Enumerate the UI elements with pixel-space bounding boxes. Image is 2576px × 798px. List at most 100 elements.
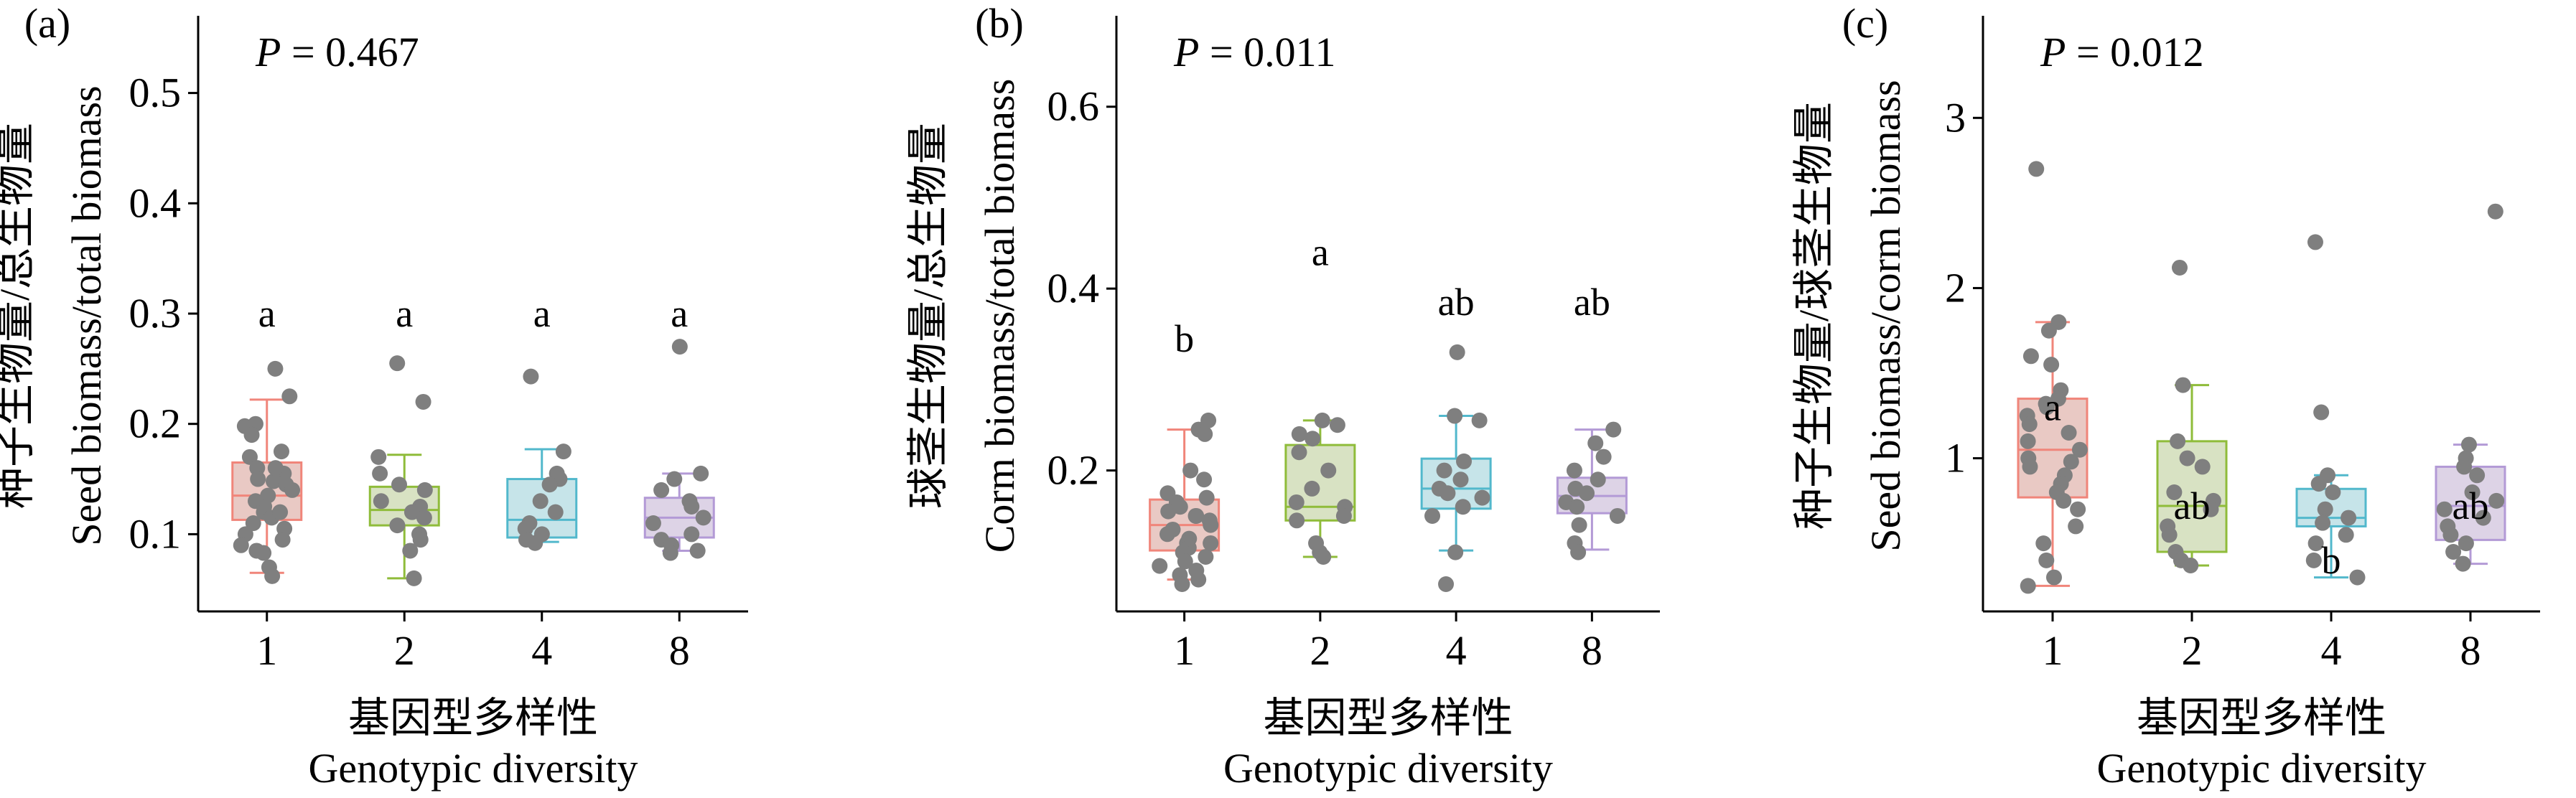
data-point bbox=[2194, 459, 2211, 475]
data-point bbox=[2445, 544, 2462, 560]
data-point bbox=[1182, 462, 1199, 479]
data-point bbox=[2183, 557, 2199, 573]
x-axis-title-en: Genotypic diversity bbox=[2096, 745, 2426, 792]
y-tick-label: 0.4 bbox=[129, 179, 182, 226]
data-point bbox=[273, 443, 289, 460]
data-point bbox=[2460, 436, 2477, 453]
panel-2: 0.2 0.4 0.6 1 2 4 8 b a ab ab P = 0.011 (b) 球茎生物量/总生物… bbox=[905, 0, 1660, 792]
data-point bbox=[2179, 450, 2195, 466]
y-tick-label: 0.4 bbox=[1047, 265, 1100, 311]
data-point bbox=[2171, 259, 2188, 276]
data-point bbox=[2464, 484, 2481, 500]
x-axis-title-cn: 基因型多样性 bbox=[2137, 695, 2386, 741]
data-point bbox=[2456, 459, 2473, 475]
y-tick-label: 0.2 bbox=[1047, 447, 1100, 494]
data-point bbox=[683, 526, 700, 543]
data-point bbox=[683, 498, 700, 515]
p-value-number: = 0.011 bbox=[1199, 29, 1335, 75]
data-point bbox=[645, 515, 661, 532]
x-axis-title-cn: 基因型多样性 bbox=[348, 695, 598, 741]
data-point bbox=[1439, 485, 1456, 502]
data-point bbox=[1329, 417, 1345, 433]
data-point bbox=[1609, 507, 1625, 524]
data-point bbox=[416, 482, 433, 498]
p-value: P = 0.012 bbox=[2040, 29, 2204, 75]
data-point bbox=[2475, 510, 2491, 526]
x-tick-label: 8 bbox=[2460, 627, 2481, 674]
x-tick-label: 4 bbox=[2321, 627, 2342, 674]
data-point bbox=[2028, 161, 2045, 177]
y-axis-title-cn: 种子生物量/总生物量 bbox=[0, 123, 38, 509]
y-axis-title-en: Seed biomass/corm biomass bbox=[1862, 80, 1909, 551]
data-point bbox=[555, 443, 571, 460]
p-value-symbol: P bbox=[255, 29, 281, 75]
significance-letter: a bbox=[258, 292, 276, 335]
data-point bbox=[2038, 552, 2055, 568]
data-point bbox=[2338, 527, 2354, 543]
data-point bbox=[1595, 449, 1612, 465]
panel-label: (a) bbox=[24, 0, 70, 47]
x-tick-label: 4 bbox=[1446, 627, 1467, 674]
data-point bbox=[2038, 395, 2054, 412]
data-point bbox=[662, 545, 678, 561]
data-point bbox=[406, 570, 422, 586]
data-point bbox=[527, 535, 543, 551]
data-point bbox=[1571, 517, 1587, 533]
panel-label: (c) bbox=[1842, 0, 1888, 47]
data-point bbox=[1188, 507, 1205, 524]
x-tick-label: 2 bbox=[1310, 627, 1330, 674]
significance-letter: a bbox=[396, 292, 413, 335]
x-tick-label: 1 bbox=[1174, 627, 1195, 674]
data-point bbox=[389, 517, 406, 534]
y-axis-title-en: Corm biomass/total biomass bbox=[976, 79, 1023, 553]
data-point bbox=[2045, 569, 2062, 586]
data-point bbox=[2170, 433, 2186, 449]
data-point bbox=[267, 360, 284, 377]
data-point bbox=[391, 477, 408, 493]
data-point bbox=[2070, 501, 2086, 517]
data-point bbox=[1159, 526, 1175, 543]
data-point bbox=[274, 532, 291, 548]
p-value-symbol: P bbox=[1173, 29, 1199, 75]
data-point bbox=[2455, 555, 2471, 572]
significance-letter: ab bbox=[1574, 281, 1610, 324]
data-point bbox=[2043, 357, 2060, 373]
significance-letter: a bbox=[1312, 230, 1329, 273]
significance-letter: b bbox=[1175, 317, 1194, 360]
p-value-number: = 0.012 bbox=[2066, 29, 2203, 75]
y-axis-title-en: Seed biomass/total biomass bbox=[63, 85, 110, 545]
data-point bbox=[2487, 203, 2503, 220]
data-point bbox=[2020, 433, 2036, 449]
significance-letter: ab bbox=[1438, 281, 1475, 324]
data-point bbox=[2310, 476, 2327, 492]
data-point bbox=[373, 493, 389, 510]
data-point bbox=[1335, 507, 1352, 524]
y-tick-label: 3 bbox=[1945, 94, 1966, 141]
data-point bbox=[1177, 553, 1193, 570]
data-point bbox=[2458, 535, 2474, 552]
p-value-number: = 0.467 bbox=[281, 29, 419, 75]
data-point bbox=[2063, 454, 2079, 470]
data-point bbox=[2050, 390, 2066, 407]
data-point bbox=[693, 465, 709, 482]
data-point bbox=[2071, 441, 2088, 458]
data-point bbox=[1291, 444, 1307, 461]
data-point bbox=[1579, 485, 1595, 502]
data-point bbox=[245, 515, 261, 532]
data-point bbox=[1436, 462, 1452, 479]
data-point bbox=[2022, 459, 2038, 475]
data-point bbox=[2061, 425, 2077, 441]
data-point bbox=[666, 471, 683, 487]
data-point bbox=[284, 482, 301, 498]
data-point bbox=[2035, 535, 2052, 552]
y-tick-label: 0.5 bbox=[129, 70, 182, 116]
significance-letter: a bbox=[671, 292, 688, 335]
data-point bbox=[2068, 518, 2084, 535]
data-point bbox=[2315, 515, 2331, 531]
y-tick-label: 0.3 bbox=[129, 290, 182, 337]
data-point bbox=[2021, 416, 2038, 433]
data-point bbox=[264, 568, 281, 584]
data-point bbox=[243, 427, 260, 443]
data-point bbox=[2161, 527, 2178, 543]
data-point bbox=[541, 477, 558, 493]
